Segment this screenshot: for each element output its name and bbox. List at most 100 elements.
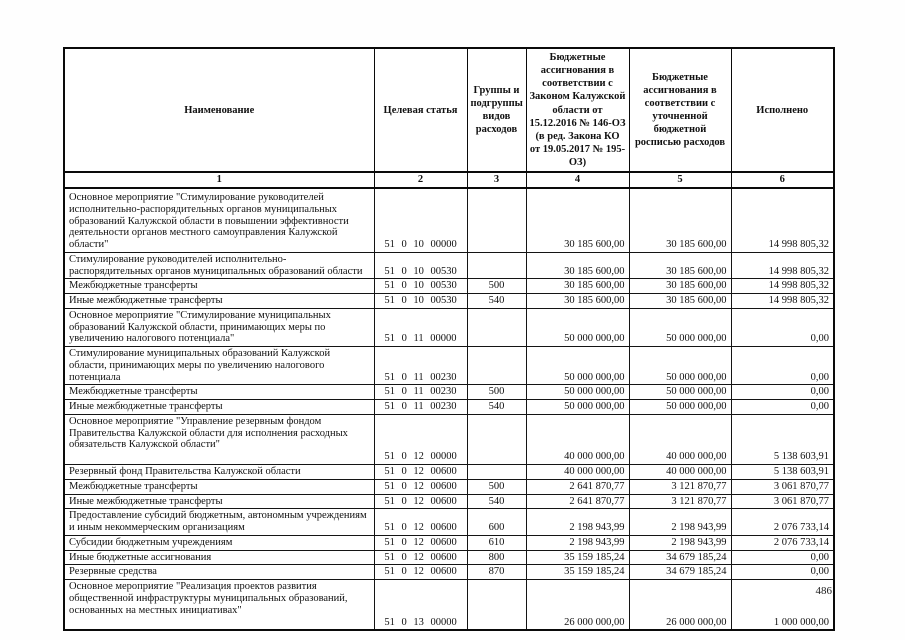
name-cell: Основное мероприятие "Стимулирование рук… xyxy=(63,187,375,253)
expense-group-cell: 540 xyxy=(466,399,527,415)
col-header-name: Наименование xyxy=(63,47,375,174)
budget-table: Наименование Целевая статья Группы и под… xyxy=(63,47,835,632)
column-number: 6 xyxy=(730,171,835,190)
target-article-cell: 51 0 11 00230 xyxy=(373,384,468,401)
law-allocation-cell: 35 159 185,24 xyxy=(525,549,630,566)
executed-cell: 0,00 xyxy=(730,399,835,415)
refined-allocation-cell: 2 198 943,99 xyxy=(628,534,732,551)
target-article-cell: 51 0 10 00000 xyxy=(373,187,468,253)
name-cell: Субсидии бюджетным учреждениям xyxy=(63,534,375,551)
table-row: Резервный фонд Правительства Калужской о… xyxy=(63,464,835,480)
refined-allocation-cell: 2 198 943,99 xyxy=(628,508,732,536)
refined-allocation-cell: 50 000 000,00 xyxy=(628,399,732,415)
name-cell: Иные межбюджетные трансферты xyxy=(63,399,375,415)
column-number: 4 xyxy=(525,171,630,190)
col-header-expense-groups: Группы и подгруппы видов расходов xyxy=(466,47,527,174)
name-cell: Иные межбюджетные трансферты xyxy=(63,293,375,309)
expense-group-cell: 610 xyxy=(466,534,527,551)
executed-cell: 2 076 733,14 xyxy=(730,508,835,536)
law-allocation-cell: 30 185 600,00 xyxy=(525,187,630,253)
name-cell: Стимулирование муниципальных образований… xyxy=(63,346,375,386)
name-cell: Стимулирование руководителей исполнитель… xyxy=(63,251,375,280)
refined-allocation-cell: 30 185 600,00 xyxy=(628,278,732,295)
law-allocation-cell: 50 000 000,00 xyxy=(525,384,630,401)
expense-group-cell xyxy=(466,307,527,348)
law-allocation-cell: 30 185 600,00 xyxy=(525,278,630,295)
name-cell: Основное мероприятие "Стимулирование мун… xyxy=(63,307,375,348)
expense-group-cell xyxy=(466,464,527,480)
expense-group-cell xyxy=(466,413,527,466)
expense-group-cell: 500 xyxy=(466,384,527,401)
table-row: Иные межбюджетные трансферты 51 0 11 0023… xyxy=(63,399,835,415)
executed-cell: 0,00 xyxy=(730,549,835,566)
executed-cell: 0,00 xyxy=(730,346,835,386)
expense-group-cell: 500 xyxy=(466,478,527,495)
table-row: Межбюджетные трансферты 51 0 10 00530 500 3… xyxy=(63,278,835,295)
expense-group-cell xyxy=(466,187,527,253)
table-row: Основное мероприятие "Стимулирование рук… xyxy=(63,187,835,253)
table-row: Основное мероприятие "Управление резервн… xyxy=(63,413,835,466)
refined-allocation-cell: 30 185 600,00 xyxy=(628,187,732,253)
law-allocation-cell: 35 159 185,24 xyxy=(525,564,630,581)
name-cell: Межбюджетные трансферты xyxy=(63,478,375,495)
column-number: 2 xyxy=(373,171,468,190)
table-row: Субсидии бюджетным учреждениям 51 0 12 00… xyxy=(63,534,835,551)
executed-cell: 5 138 603,91 xyxy=(730,413,835,466)
name-cell: Резервный фонд Правительства Калужской о… xyxy=(63,464,375,480)
target-article-cell: 51 0 11 00230 xyxy=(373,399,468,415)
refined-allocation-cell: 34 679 185,24 xyxy=(628,564,732,581)
refined-allocation-cell: 40 000 000,00 xyxy=(628,464,732,480)
target-article-cell: 51 0 12 00600 xyxy=(373,464,468,480)
target-article-cell: 51 0 12 00600 xyxy=(373,549,468,566)
expense-group-cell xyxy=(466,251,527,280)
expense-group-cell: 870 xyxy=(466,564,527,581)
target-article-cell: 51 0 12 00600 xyxy=(373,534,468,551)
target-article-cell: 51 0 11 00230 xyxy=(373,346,468,386)
name-cell: Основное мероприятие "Реализация проекто… xyxy=(63,579,375,631)
name-cell: Иные бюджетные ассигнования xyxy=(63,549,375,566)
target-article-cell: 51 0 12 00600 xyxy=(373,564,468,581)
expense-group-cell: 540 xyxy=(466,493,527,510)
law-allocation-cell: 30 185 600,00 xyxy=(525,293,630,309)
column-number: 5 xyxy=(628,171,732,190)
refined-allocation-cell: 50 000 000,00 xyxy=(628,384,732,401)
expense-group-cell xyxy=(466,346,527,386)
target-article-cell: 51 0 10 00530 xyxy=(373,278,468,295)
refined-allocation-cell: 40 000 000,00 xyxy=(628,413,732,466)
expense-group-cell: 600 xyxy=(466,508,527,536)
name-cell: Межбюджетные трансферты xyxy=(63,384,375,401)
expense-group-cell: 800 xyxy=(466,549,527,566)
executed-cell: 0,00 xyxy=(730,564,835,581)
column-number: 1 xyxy=(63,171,375,190)
page-number: 486 xyxy=(815,585,833,597)
target-article-cell: 51 0 13 00000 xyxy=(373,579,468,631)
law-allocation-cell: 2 198 943,99 xyxy=(525,508,630,536)
table-row: Основное мероприятие "Реализация проекто… xyxy=(63,579,835,631)
law-allocation-cell: 50 000 000,00 xyxy=(525,346,630,386)
refined-allocation-cell: 26 000 000,00 xyxy=(628,579,732,631)
column-number: 3 xyxy=(466,171,527,190)
target-article-cell: 51 0 11 00000 xyxy=(373,307,468,348)
executed-cell: 14 998 805,32 xyxy=(730,251,835,280)
table-row: Стимулирование руководителей исполнитель… xyxy=(63,251,835,280)
refined-allocation-cell: 50 000 000,00 xyxy=(628,307,732,348)
target-article-cell: 51 0 10 00530 xyxy=(373,251,468,280)
table-row: Иные бюджетные ассигнования 51 0 12 00600… xyxy=(63,549,835,566)
expense-group-cell: 540 xyxy=(466,293,527,309)
executed-cell: 0,00 xyxy=(730,307,835,348)
refined-allocation-cell: 30 185 600,00 xyxy=(628,251,732,280)
table-row: Иные межбюджетные трансферты 51 0 12 0060… xyxy=(63,493,835,510)
table-row: Межбюджетные трансферты 51 0 11 00230 500 5… xyxy=(63,384,835,401)
table-row: Предоставление субсидий бюджетным, автон… xyxy=(63,508,835,536)
executed-cell: 3 061 870,77 xyxy=(730,493,835,510)
law-allocation-cell: 2 641 870,77 xyxy=(525,478,630,495)
executed-cell: 14 998 805,32 xyxy=(730,293,835,309)
column-number-row: 1 2 3 4 5 6 xyxy=(63,171,835,190)
refined-allocation-cell: 3 121 870,77 xyxy=(628,493,732,510)
law-allocation-cell: 50 000 000,00 xyxy=(525,307,630,348)
law-allocation-cell: 40 000 000,00 xyxy=(525,413,630,466)
executed-cell: 1 000 000,00 xyxy=(730,579,835,631)
name-cell: Иные межбюджетные трансферты xyxy=(63,493,375,510)
refined-allocation-cell: 3 121 870,77 xyxy=(628,478,732,495)
